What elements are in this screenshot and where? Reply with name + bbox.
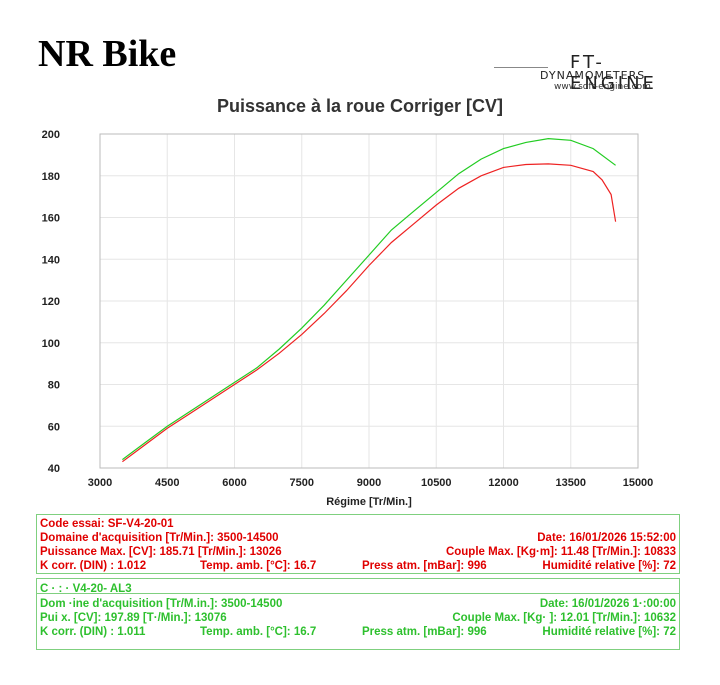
power-chart: 3000 4500 6000 7500 9000 10500 12000 13500 15000… [42, 129, 654, 508]
ambient-temp: Temp. amb. [°C]: 16.7 [200, 626, 317, 638]
torque-max: Couple Max. [Kg·m]: 11.48 [Tr/Min.]: 108… [445, 546, 676, 558]
series-line-green [122, 137, 616, 461]
test-code: Code essai: SF-V4-20-01 [40, 518, 174, 530]
torque-max: Couple Max. [Kg· ]: 12.01 [Tr/Min.]: 106… [452, 612, 676, 624]
humidity: Humidité relative [%]: 72 [542, 626, 676, 638]
x-tick-label: 3000 [88, 477, 112, 489]
x-tick-label: 10500 [421, 477, 452, 489]
test-code: C · : · V4-20- AL3 [40, 583, 132, 595]
info-row-4: K corr. (DIN) : 1.012 Temp. amb. [°C]: 1… [40, 560, 676, 574]
acq-domain: Domaine d'acquisition [Tr/Min.]: 3500-14… [40, 532, 279, 544]
power-max: Pui x. [CV]: 197.89 [T·/Min.]: 13076 [40, 612, 227, 624]
series-line-red [122, 163, 617, 463]
y-tick-label: 200 [42, 129, 60, 141]
y-tick-label: 40 [48, 463, 60, 475]
chart-title: Puissance à la roue Corriger [CV] [216, 96, 504, 116]
y-tick-label: 160 [42, 213, 60, 225]
page-title: NR Bike [38, 33, 177, 75]
logo-subtitle: DYNAMOMETERS [540, 69, 646, 82]
info-row-1: C · : · V4-20- AL3 [40, 583, 676, 597]
brand-logo: FT-ENGINE DYNAMOMETERS www.soft-engine.c… [490, 52, 690, 94]
x-tick-label: 15000 [623, 477, 654, 489]
atm-pressure: Press atm. [mBar]: 996 [362, 560, 487, 572]
k-corr: K corr. (DIN) : 1.012 [40, 560, 147, 572]
plot-frame [99, 133, 639, 469]
y-tick-label: 80 [48, 380, 60, 392]
acq-domain: Dom ·ine d'acquisition [Tr/M.in.]: 3500-… [40, 598, 283, 610]
y-tick-label: 180 [42, 171, 60, 183]
humidity: Humidité relative [%]: 72 [542, 560, 676, 572]
info-row-1: Code essai: SF-V4-20-01 [40, 518, 676, 532]
x-tick-label: 4500 [155, 477, 179, 489]
x-tick-label: 12000 [488, 477, 519, 489]
logo-line [494, 67, 548, 68]
test-date: Date: 16/01/2026 1·:00:00 [539, 598, 676, 610]
y-tick-label: 120 [42, 296, 60, 308]
x-tick-label: 6000 [222, 477, 246, 489]
logo-url: www.soft-engine.com [554, 82, 651, 92]
k-corr: K corr. (DIN) : 1.011 [40, 626, 146, 638]
info-row-2: Domaine d'acquisition [Tr/Min.]: 3500-14… [40, 532, 676, 546]
info-row-2: Dom ·ine d'acquisition [Tr/M.in.]: 3500-… [40, 598, 676, 612]
x-tick-label: 7500 [290, 477, 314, 489]
ambient-temp: Temp. amb. [°C]: 16.7 [200, 560, 317, 572]
run-info-green: C · : · V4-20- AL3 Dom ·ine d'acquisitio… [36, 578, 680, 650]
atm-pressure: Press atm. [mBar]: 996 [362, 626, 487, 638]
info-row-3: Pui x. [CV]: 197.89 [T·/Min.]: 13076 Cou… [40, 612, 676, 626]
power-max: Puissance Max. [CV]: 185.71 [Tr/Min.]: 1… [40, 546, 282, 558]
info-row-4: K corr. (DIN) : 1.011 Temp. amb. [°C]: 1… [40, 626, 676, 640]
x-tick-label: 13500 [555, 477, 586, 489]
y-tick-label: 100 [42, 338, 60, 350]
y-tick-label: 140 [42, 254, 60, 266]
test-date: Date: 16/01/2026 15:52:00 [537, 532, 676, 544]
divider [37, 593, 679, 594]
info-row-3: Puissance Max. [CV]: 185.71 [Tr/Min.]: 1… [40, 546, 676, 560]
x-axis-label: Régime [Tr/Min.] [326, 496, 412, 508]
logo-mark: FT-ENGINE [570, 52, 657, 94]
x-tick-label: 9000 [357, 477, 381, 489]
run-info-red: Code essai: SF-V4-20-01 Domaine d'acquis… [36, 514, 680, 574]
y-tick-label: 60 [48, 421, 60, 433]
